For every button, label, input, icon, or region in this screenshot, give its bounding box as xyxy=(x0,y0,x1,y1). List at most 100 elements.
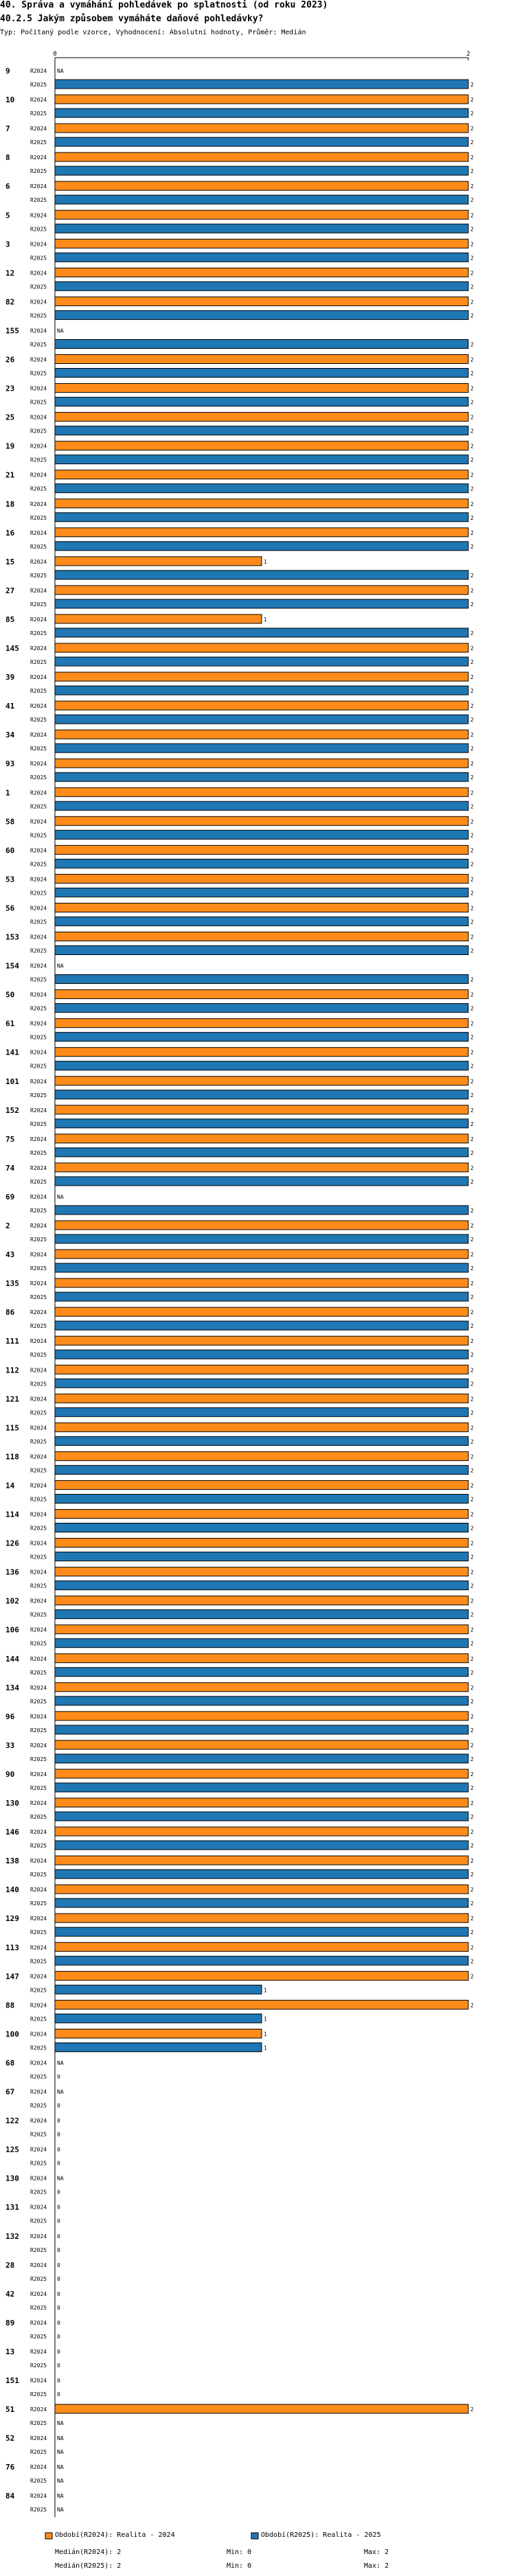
series-label: R2025 xyxy=(30,457,47,463)
value-label: 2 xyxy=(470,1381,474,1387)
bar-r2024 xyxy=(54,470,469,480)
series-label: R2024 xyxy=(30,1050,47,1056)
series-label: R2024 xyxy=(30,1541,47,1547)
category-label: 1 xyxy=(5,788,10,797)
bar-r2024 xyxy=(54,296,469,306)
value-label: 1 xyxy=(264,2045,267,2051)
value-label: 2 xyxy=(470,1727,474,1734)
value-label: 2 xyxy=(470,212,474,218)
bar-r2024 xyxy=(54,1884,469,1894)
bar-r2024 xyxy=(54,1769,469,1779)
series-label: R2025 xyxy=(30,1641,47,1647)
category-label: 14 xyxy=(5,1481,15,1490)
series-label: R2024 xyxy=(30,703,47,709)
bar-r2024 xyxy=(54,1047,469,1057)
value-label: 2 xyxy=(470,1958,474,1964)
category-label: 60 xyxy=(5,846,14,855)
series-label: R2024 xyxy=(30,1771,47,1778)
series-label: R2024 xyxy=(30,2031,47,2037)
bar-r2024 xyxy=(54,354,469,364)
category-label: 118 xyxy=(5,1452,19,1461)
bar-r2024 xyxy=(54,181,469,191)
bar-r2024 xyxy=(54,989,469,1000)
value-label: 0 xyxy=(57,2334,60,2340)
category-label: 33 xyxy=(5,1741,14,1750)
series-label: R2025 xyxy=(30,1035,47,1041)
page-title: 40. Správa a vymáhání pohledávek po spla… xyxy=(0,0,328,10)
series-label: R2025 xyxy=(30,1929,47,1935)
value-label: 2 xyxy=(470,270,474,276)
value-label: 2 xyxy=(470,1872,474,1878)
value-label: 2 xyxy=(470,183,474,189)
series-label: R2025 xyxy=(30,371,47,377)
series-label: R2025 xyxy=(30,977,47,983)
category-label: 23 xyxy=(5,384,14,393)
value-label: 2 xyxy=(470,630,474,636)
bar-r2024 xyxy=(54,1913,469,1923)
value-label: 0 xyxy=(57,2349,60,2355)
series-label: R2025 xyxy=(30,1092,47,1099)
series-label: R2024 xyxy=(30,444,47,450)
value-label: 2 xyxy=(470,832,474,838)
series-label: R2025 xyxy=(30,2016,47,2022)
bar-r2024 xyxy=(54,412,469,422)
bar-r2024 xyxy=(54,585,469,595)
bar-r2024 xyxy=(54,1393,469,1403)
value-label: 2 xyxy=(470,1569,474,1576)
bar-r2025 xyxy=(54,79,469,89)
value-label: 2 xyxy=(470,890,474,896)
value-label: 2 xyxy=(470,847,474,853)
series-label: R2024 xyxy=(30,1800,47,1806)
bar-r2025 xyxy=(54,1407,469,1417)
value-label: 2 xyxy=(470,1309,474,1315)
series-label: R2025 xyxy=(30,774,47,781)
series-label: R2024 xyxy=(30,2262,47,2268)
series-label: R2024 xyxy=(30,299,47,305)
series-label: R2024 xyxy=(30,992,47,998)
series-label: R2025 xyxy=(30,2362,47,2369)
bar-r2025 xyxy=(54,1263,469,1273)
series-label: R2025 xyxy=(30,803,47,809)
series-label: R2025 xyxy=(30,2218,47,2224)
value-label: 2 xyxy=(470,444,474,450)
category-label: 19 xyxy=(5,442,14,451)
series-label: R2025 xyxy=(30,168,47,174)
category-label: 56 xyxy=(5,904,15,912)
bar-r2024 xyxy=(54,1567,469,1577)
bar-r2024 xyxy=(54,152,469,162)
value-label: 0 xyxy=(57,2073,60,2080)
series-label: R2024 xyxy=(30,183,47,189)
bar-r2025 xyxy=(54,1493,469,1504)
bar-r2025 xyxy=(54,1753,469,1764)
value-label: 2 xyxy=(470,530,474,536)
series-label: R2024 xyxy=(30,2435,47,2441)
category-label: 141 xyxy=(5,1048,19,1057)
na-label: NA xyxy=(57,327,64,334)
value-label: 2 xyxy=(470,934,474,941)
category-label: 130 xyxy=(5,2174,19,2183)
bar-r2025 xyxy=(54,570,469,580)
series-label: R2025 xyxy=(30,1900,47,1907)
value-label: 2 xyxy=(470,905,474,911)
bar-r2024 xyxy=(54,1134,469,1144)
bar-r2025 xyxy=(54,1696,469,1706)
series-label: R2024 xyxy=(30,97,47,103)
value-label: 2 xyxy=(470,1021,474,1027)
category-label: 26 xyxy=(5,356,15,365)
series-label: R2024 xyxy=(30,2089,47,2095)
bar-r2025 xyxy=(54,137,469,147)
category-label: 74 xyxy=(5,1164,15,1173)
value-label: 2 xyxy=(470,501,474,507)
value-label: 0 xyxy=(57,2362,60,2369)
bar-r2025 xyxy=(54,541,469,551)
bar-r2024 xyxy=(54,267,469,277)
series-label: R2024 xyxy=(30,1252,47,1258)
series-label: R2025 xyxy=(30,832,47,838)
bar-r2025 xyxy=(54,455,469,465)
value-label: 2 xyxy=(470,790,474,796)
na-label: NA xyxy=(57,2176,64,2182)
bar-r2025 xyxy=(54,887,469,897)
bar-r2024 xyxy=(54,932,469,941)
value-label: 0 xyxy=(57,2391,60,2397)
series-label: R2025 xyxy=(30,341,47,347)
